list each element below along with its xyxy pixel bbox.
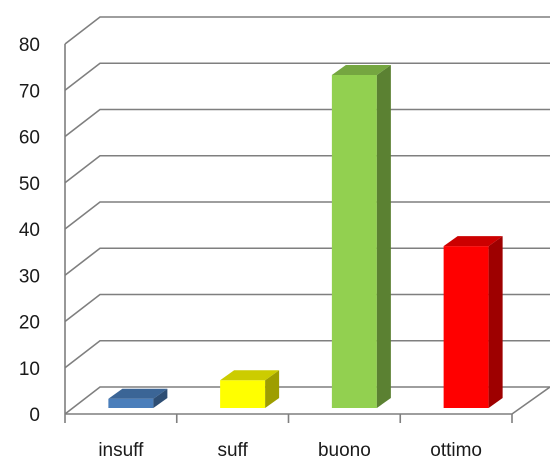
x-axis-ticks: insuff suff buono ottimo [98,440,482,461]
x-tick-label: suff [217,440,248,461]
bar-front-face [331,75,377,408]
x-tick-label: buono [318,440,371,461]
gridlines [64,16,550,415]
bar-insuff [108,388,168,408]
y-tick-label: 50 [19,174,40,195]
bar-side-face [488,236,503,408]
axes [64,44,550,423]
y-axis-ticks: 0 10 20 30 40 50 60 70 80 [19,35,40,426]
bar-suff [220,370,280,408]
x-tick-label: ottimo [430,440,482,461]
gridline [64,293,550,323]
gridline [64,108,550,138]
y-tick-label: 20 [19,313,40,334]
gridline [64,154,550,184]
gridline [64,247,550,276]
bar-side-face [153,388,168,408]
gridline [64,339,550,369]
bar-front-face [443,246,489,408]
bar-top-face [220,370,280,381]
y-tick-label: 30 [19,266,40,287]
bar-side-face [265,370,280,408]
bar-ottimo [443,236,503,408]
y-tick-label: 80 [19,35,40,56]
bar-top-face [443,236,503,247]
bar-top-face [108,388,168,399]
x-tick-label: insuff [98,440,144,461]
bar-top-face [331,65,391,75]
bar-front-face [220,380,266,408]
y-tick-label: 70 [19,81,40,102]
bars [108,65,503,408]
bar-buono [331,65,391,408]
gridline [64,201,550,230]
gridline [64,386,550,415]
gridline [64,62,550,91]
y-tick-label: 10 [19,359,40,380]
y-tick-label: 40 [19,220,40,241]
bar-side-face [376,65,391,408]
bar-front-face [108,398,154,408]
y-tick-label: 60 [19,128,40,149]
y-tick-label: 0 [29,405,40,426]
gridline [64,16,550,45]
